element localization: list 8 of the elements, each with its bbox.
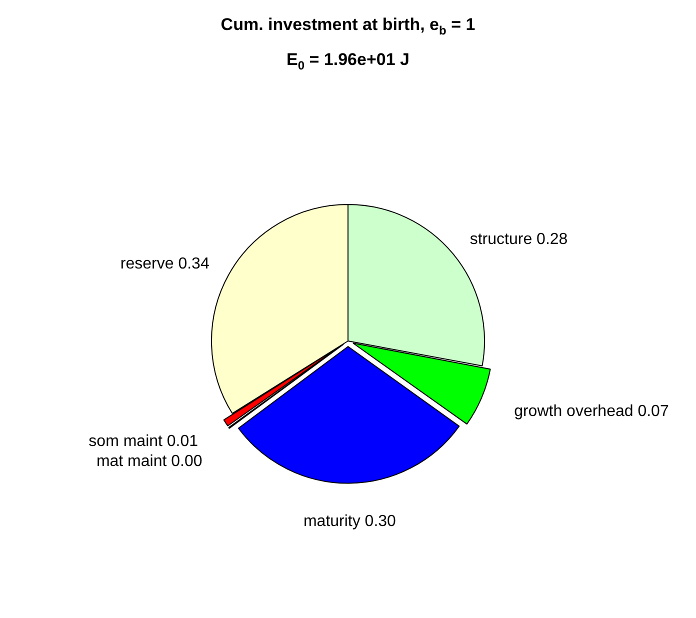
slice-label: som maint 0.01 xyxy=(88,432,198,450)
chart-title: Cum. investment at birth, e$_{b}$ = 1 xyxy=(220,14,476,40)
slice-label: reserve 0.34 xyxy=(120,255,210,272)
slice-label: structure 0.28 xyxy=(470,230,568,248)
slice-label: maturity 0.30 xyxy=(303,512,396,530)
chart-subtitle: E$_{0}$ = 1.96e+01 J xyxy=(286,49,410,75)
slice-label: mat maint 0.00 xyxy=(96,452,202,470)
slice-label: growth overhead 0.07 xyxy=(514,402,669,420)
